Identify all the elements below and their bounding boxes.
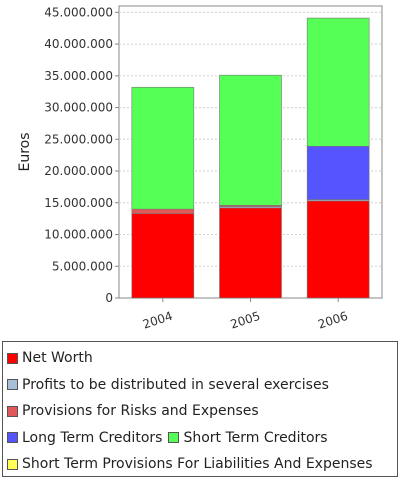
legend-item: Profits to be distributed in several exe… <box>7 377 329 393</box>
legend-item: Provisions for Risks and Expenses <box>7 403 259 419</box>
bar-segment <box>219 74 282 206</box>
legend-item: Short Term Creditors <box>168 429 328 446</box>
legend-label: Net Worth <box>22 350 93 366</box>
legend-row: Provisions for Risks and Expenses <box>7 401 265 421</box>
x-tick-label: 2006 <box>316 309 349 332</box>
stacked-bar-chart: 0 5.000.000 10.000.000 15.000.000 20.000.000… <box>17 5 383 332</box>
legend-swatch <box>168 432 180 443</box>
y-tick-label: 20.000.000 <box>44 164 113 178</box>
legend-label: Provisions for Risks and Expenses <box>22 403 259 419</box>
legend-row: Profits to be distributed in several exe… <box>7 375 335 395</box>
x-tick-label: 2004 <box>141 309 174 332</box>
legend-label: Short Term Provisions For Liabilities An… <box>22 456 373 472</box>
y-tick-label: 45.000.000 <box>44 5 113 19</box>
legend-row: Long Term Creditors Short Term Creditors <box>7 428 334 448</box>
bar-segment <box>306 200 370 299</box>
legend-swatch <box>7 379 18 390</box>
legend-swatch <box>7 352 18 364</box>
legend-row: Net Worth <box>7 348 99 368</box>
y-tick-label: 30.000.000 <box>44 101 113 115</box>
chart-legend: Net Worth Profits to be distributed in se… <box>2 341 398 477</box>
y-tick-label: 10.000.000 <box>44 228 113 242</box>
bar-segment <box>131 208 195 214</box>
legend-label: Long Term Creditors <box>22 429 163 446</box>
legend-row: Short Term Provisions For Liabilities An… <box>7 454 379 474</box>
x-tick-label: 2005 <box>229 309 262 332</box>
legend-item: Long Term Creditors <box>7 430 162 446</box>
chart-area: 0 5.000.000 10.000.000 15.000.000 20.000.000… <box>17 5 383 332</box>
bar-segment <box>131 86 195 210</box>
legend-swatch <box>7 458 18 470</box>
legend-item: Net Worth <box>7 350 93 366</box>
y-axis-label: Euros <box>17 132 33 171</box>
y-tick-label: 15.000.000 <box>44 196 113 210</box>
y-tick-label: 25.000.000 <box>44 132 113 146</box>
legend-swatch <box>7 405 18 417</box>
legend-item: Short Term Provisions For Liabilities An… <box>7 456 373 472</box>
y-tick-label: 40.000.000 <box>44 37 113 51</box>
legend-swatch <box>7 432 18 443</box>
bar-segment <box>306 17 370 147</box>
y-tick-label: 0 <box>105 291 113 305</box>
bar-segment <box>219 207 282 299</box>
legend-label: Profits to be distributed in several exe… <box>22 376 329 393</box>
bar-segment <box>131 213 195 299</box>
y-tick-label: 35.000.000 <box>44 69 113 83</box>
legend-label: Short Term Creditors <box>183 429 328 446</box>
bar-segment <box>306 145 370 200</box>
y-tick-label: 5.000.000 <box>52 259 113 273</box>
